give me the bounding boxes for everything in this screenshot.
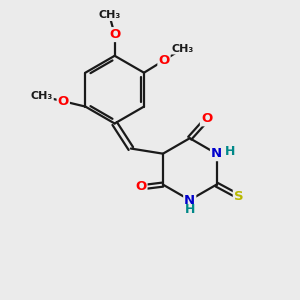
Text: CH₃: CH₃ <box>98 10 121 20</box>
Text: N: N <box>211 147 222 160</box>
Text: H: H <box>225 145 236 158</box>
Text: O: O <box>109 28 120 41</box>
Text: CH₃: CH₃ <box>171 44 194 54</box>
Text: N: N <box>184 194 195 207</box>
Text: O: O <box>201 112 212 125</box>
Text: H: H <box>184 203 195 216</box>
Text: O: O <box>135 181 146 194</box>
Text: O: O <box>158 54 169 67</box>
Text: O: O <box>58 95 69 108</box>
Text: CH₃: CH₃ <box>31 91 53 101</box>
Text: S: S <box>234 190 243 203</box>
